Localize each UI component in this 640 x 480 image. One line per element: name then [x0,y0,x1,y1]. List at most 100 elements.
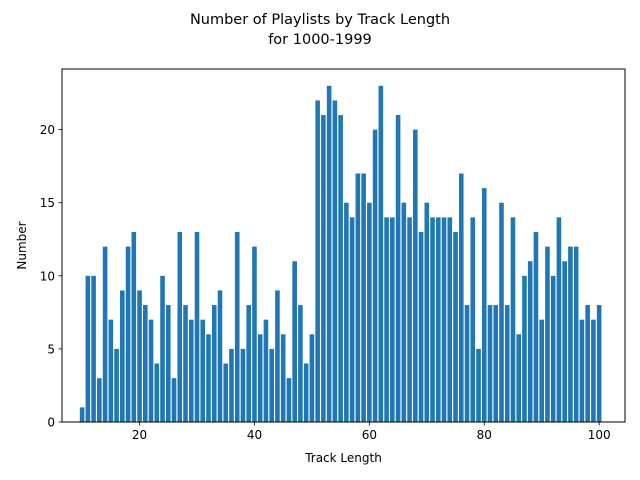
bar-10 [79,407,85,422]
bar-75 [453,231,458,422]
bar-62 [378,85,384,423]
bar-24 [160,275,165,422]
bar-72 [435,217,441,422]
bar-54 [332,100,338,422]
bar-40 [252,246,257,422]
bar-71 [430,217,435,422]
bar-60 [367,202,372,422]
bar-55 [338,115,343,422]
bar-98 [585,305,590,422]
bar-76 [458,173,464,422]
bar-87 [522,275,527,422]
bar-97 [579,319,585,422]
bar-88 [527,261,533,422]
bar-25 [165,305,171,422]
bar-57 [349,217,355,422]
y-tick-label: 0 [47,416,55,430]
y-tick-label: 10 [40,269,55,283]
bar-85 [510,217,516,422]
bar-11 [85,275,91,422]
bar-47 [292,261,297,422]
bar-64 [390,217,395,422]
bar-82 [493,305,499,422]
bar-45 [280,334,286,422]
bar-50 [309,334,315,422]
plot-frame [61,68,626,423]
chart-subtitle: for 1000-1999 [268,32,372,48]
bar-92 [550,275,556,422]
bar-56 [344,202,349,422]
bar-27 [177,231,183,422]
bar-86 [516,334,522,422]
bar-21 [143,305,148,422]
bar-43 [269,348,274,422]
x-tick-label: 80 [477,428,492,442]
bar-41 [257,334,263,422]
x-tick-label: 40 [247,428,262,442]
bar-99 [591,319,596,422]
bar-66 [401,202,407,422]
bar-13 [97,378,102,422]
bar-93 [556,217,562,422]
bar-69 [418,231,424,422]
bar-14 [102,246,108,422]
bar-48 [298,305,303,422]
bar-78 [470,217,476,422]
bar-34 [217,290,223,422]
bar-51 [315,100,320,422]
bar-39 [246,305,252,422]
bar-90 [539,319,544,422]
bar-26 [171,378,177,422]
bar-12 [91,275,96,422]
bar-77 [464,305,470,422]
y-tick-label: 20 [40,123,55,137]
bar-46 [286,378,292,422]
bar-73 [441,217,447,422]
y-tick-label: 15 [40,196,55,210]
bar-53 [326,85,332,423]
bar-32 [206,334,211,422]
bar-80 [481,188,487,422]
bar-59 [361,173,366,422]
bar-31 [200,319,206,422]
bar-63 [384,217,389,422]
bar-33 [211,305,217,422]
bar-68 [413,129,418,422]
bar-74 [447,217,453,422]
bar-37 [234,231,240,422]
bars-layer [79,85,602,423]
y-axis-label: Number [15,221,29,269]
bar-81 [487,305,493,422]
bar-91 [545,246,550,422]
bar-79 [476,348,481,422]
bar-28 [183,305,188,422]
bar-23 [154,363,160,422]
bar-15 [108,319,114,422]
y-tick-label: 5 [47,342,55,356]
bar-30 [194,231,200,422]
bar-89 [533,231,539,422]
bar-17 [120,290,125,422]
bar-100 [596,305,602,422]
ticks-layer: 20 40 60 80 100 0 5 10 15 20 [40,123,611,442]
bar-38 [240,348,246,422]
bar-84 [504,305,510,422]
bar-70 [424,202,430,422]
bar-96 [573,246,579,422]
bar-35 [223,363,229,422]
bar-52 [321,115,326,422]
bar-18 [125,246,131,422]
bar-16 [114,348,119,422]
bar-22 [148,319,154,422]
bar-19 [131,231,137,422]
bar-44 [275,290,280,422]
bar-49 [303,363,309,422]
bar-67 [407,217,412,422]
chart-title: Number of Playlists by Track Length [190,12,450,28]
bar-95 [568,246,573,422]
x-tick-label: 100 [588,428,611,442]
bar-58 [355,173,361,422]
